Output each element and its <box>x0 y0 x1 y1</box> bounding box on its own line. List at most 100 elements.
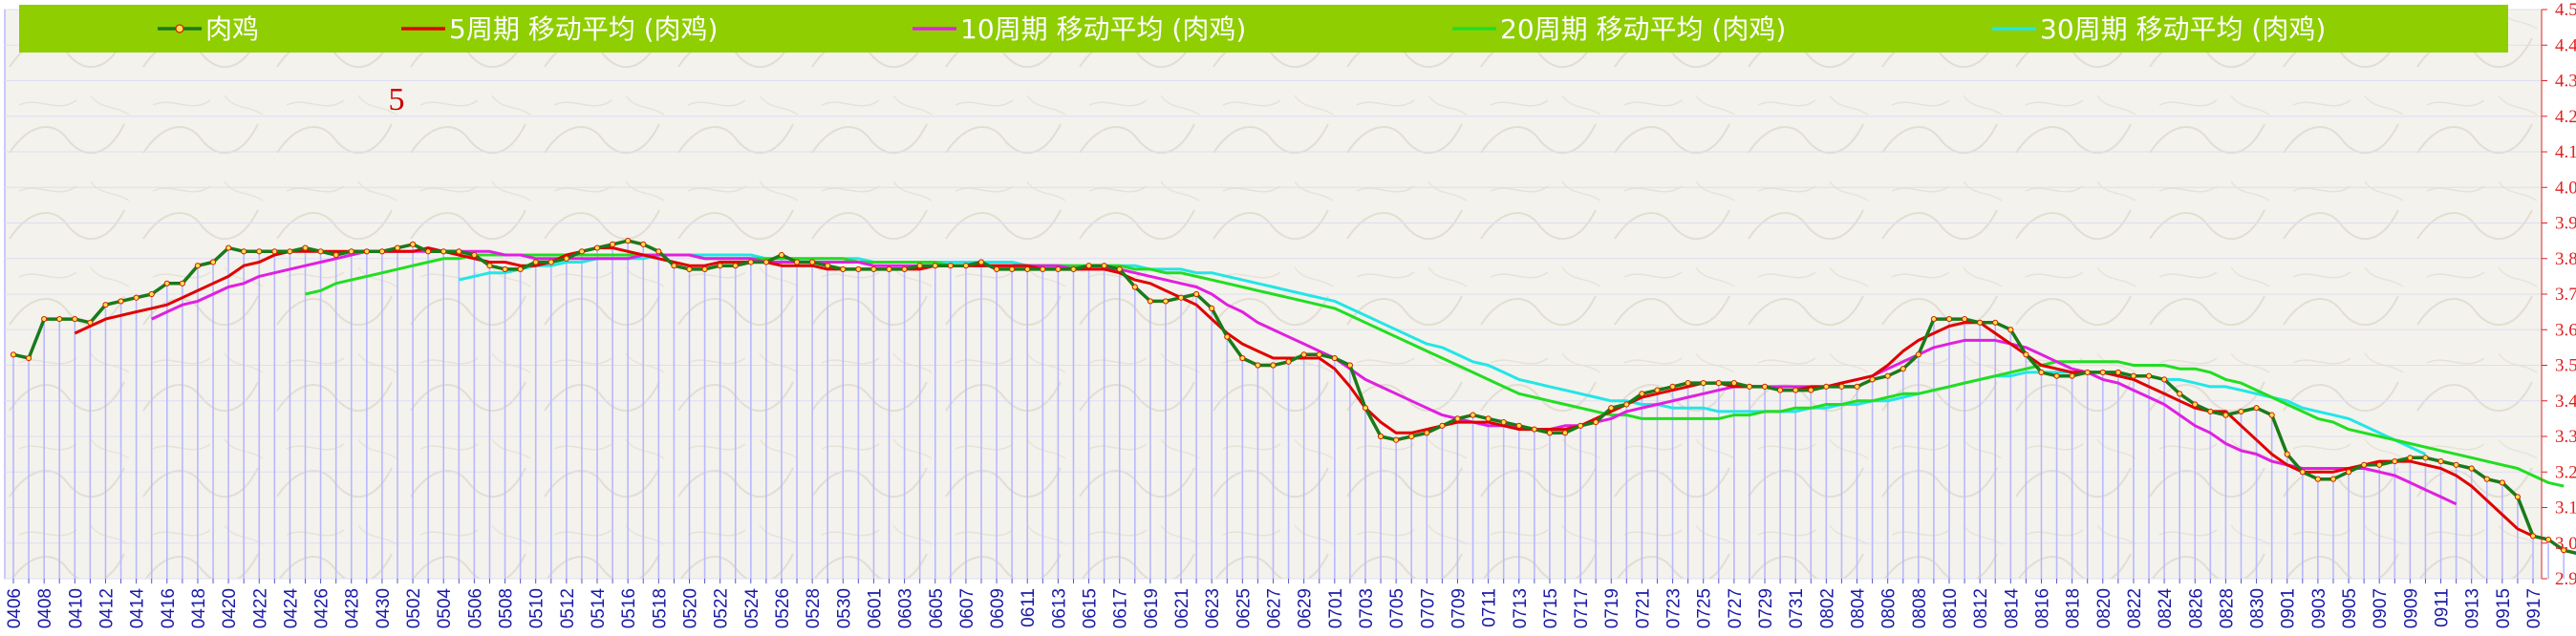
data-point <box>1331 354 1338 362</box>
data-point <box>56 315 63 323</box>
data-point <box>1300 351 1307 358</box>
data-point <box>2561 547 2567 554</box>
x-tick-label: 0502 <box>404 588 424 628</box>
data-point <box>241 248 247 255</box>
data-point <box>2114 369 2121 376</box>
data-point <box>363 248 370 255</box>
data-point <box>1424 430 1430 436</box>
chart-annotation: 5 <box>389 82 405 117</box>
data-point <box>2023 351 2029 358</box>
data-point <box>778 251 785 259</box>
data-point <box>1608 405 1615 412</box>
x-tick-label: 0729 <box>1756 588 1776 628</box>
data-point <box>378 248 386 255</box>
x-tick-label: 0701 <box>1326 588 1346 628</box>
y-tick-label: 3.40 <box>2555 392 2576 412</box>
x-tick-label: 0814 <box>2002 588 2022 629</box>
y-tick-label: 3.00 <box>2555 534 2576 554</box>
data-point <box>2314 476 2321 482</box>
data-point <box>1224 333 1231 340</box>
x-tick-label: 0731 <box>1787 588 1807 628</box>
data-point <box>1915 351 1921 358</box>
data-point <box>563 255 569 262</box>
y-tick-label: 4.10 <box>2555 142 2576 162</box>
data-point <box>1377 433 1385 440</box>
x-tick-label: 0820 <box>2094 588 2114 628</box>
data-point <box>41 315 48 323</box>
x-tick-label: 0518 <box>650 588 670 628</box>
data-point <box>1040 265 1046 273</box>
data-point <box>625 238 632 244</box>
x-tick-label: 0424 <box>281 588 301 629</box>
data-point <box>1408 433 1415 440</box>
data-point <box>2544 536 2552 543</box>
data-point <box>2268 412 2275 418</box>
data-point <box>502 265 508 273</box>
y-tick-label: 3.70 <box>2555 285 2576 305</box>
data-point <box>2084 369 2091 376</box>
x-tick-label: 0422 <box>250 588 270 628</box>
x-tick-label: 0524 <box>742 588 762 629</box>
data-point <box>1147 298 1153 305</box>
x-tick-label: 0410 <box>66 588 86 628</box>
data-point <box>947 263 954 269</box>
x-tick-label: 0723 <box>1664 588 1685 628</box>
data-point <box>425 248 432 255</box>
x-tick-label: 0430 <box>374 588 394 628</box>
data-point <box>901 265 908 273</box>
data-point <box>640 241 647 247</box>
data-point <box>179 280 185 286</box>
data-point <box>2099 369 2106 376</box>
data-point <box>825 263 831 269</box>
x-tick-label: 0917 <box>2524 588 2544 628</box>
x-tick-label: 0816 <box>2033 588 2053 628</box>
data-point <box>209 259 217 265</box>
data-point <box>732 263 739 269</box>
data-point <box>916 263 923 269</box>
data-point <box>1285 358 1292 365</box>
data-point <box>1854 383 1860 390</box>
data-point <box>87 319 94 326</box>
x-tick-label: 0530 <box>834 588 854 628</box>
y-axis: 2.90 3.00 3.10 3.20 3.30 3.40 3.50 3.60 3.70 3.80… <box>2541 0 2576 589</box>
data-point <box>1485 415 1492 422</box>
x-tick-label: 0727 <box>1726 588 1746 628</box>
x-tick-label: 0408 <box>35 588 55 628</box>
x-tick-label: 0719 <box>1602 588 1622 628</box>
x-tick-label: 0504 <box>435 588 455 629</box>
data-point <box>2437 457 2444 465</box>
data-point <box>2468 465 2475 472</box>
data-point <box>962 263 970 269</box>
data-point <box>471 251 478 259</box>
data-point <box>287 248 293 255</box>
x-tick-label: 0824 <box>2156 588 2176 629</box>
y-tick-label: 4.40 <box>2555 35 2576 55</box>
x-tick-label: 0605 <box>927 588 947 628</box>
data-point <box>1515 422 1522 429</box>
x-tick-label: 0420 <box>220 588 240 628</box>
data-point <box>870 265 877 273</box>
data-point <box>194 263 202 269</box>
data-point <box>1101 263 1107 269</box>
x-tick-label: 0911 <box>2433 588 2453 627</box>
data-point <box>2192 401 2199 408</box>
data-point <box>2453 461 2459 468</box>
data-point <box>1746 383 1753 390</box>
data-point <box>2422 455 2429 461</box>
y-tick-label: 4.50 <box>2555 0 2576 20</box>
data-point <box>855 265 862 273</box>
data-point <box>2177 391 2183 397</box>
x-tick-label: 0516 <box>619 588 639 628</box>
y-tick-label: 4.00 <box>2555 178 2576 198</box>
x-tick-label: 0426 <box>312 588 333 628</box>
x-tick-label: 0721 <box>1633 588 1653 628</box>
data-point <box>1316 351 1322 358</box>
y-tick-label: 4.30 <box>2555 72 2576 92</box>
y-tick-label: 3.30 <box>2555 427 2576 447</box>
data-point <box>2238 408 2244 415</box>
x-tick-label: 0414 <box>128 588 148 629</box>
x-tick-label: 0621 <box>1172 588 1192 628</box>
data-point <box>409 241 417 247</box>
data-point <box>163 280 170 286</box>
data-point <box>2007 327 2014 333</box>
